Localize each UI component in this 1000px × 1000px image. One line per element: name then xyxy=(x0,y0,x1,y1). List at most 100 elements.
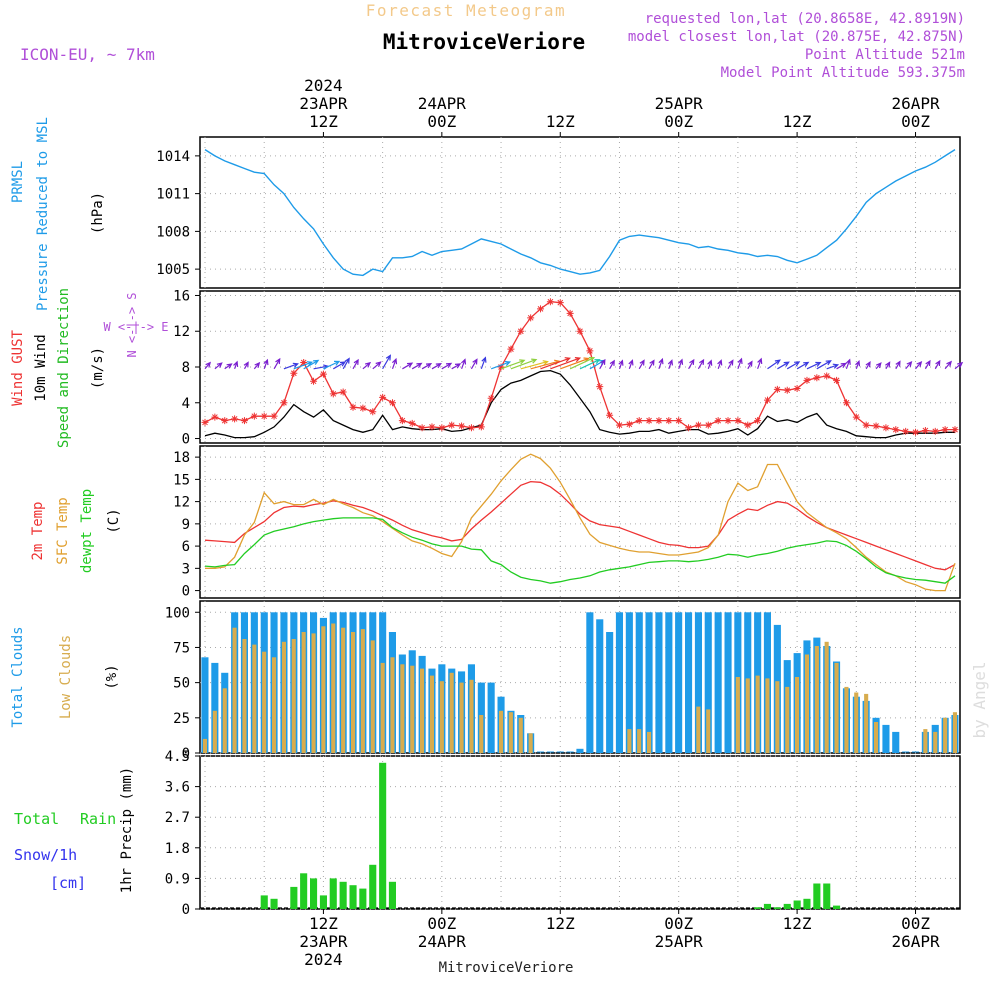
wind-gust-point xyxy=(319,370,327,378)
wind-gust-point xyxy=(655,417,663,425)
bottom-time-label: 2024 xyxy=(304,950,343,969)
wind-gust-point xyxy=(527,314,535,322)
top-time-label: 23APR xyxy=(299,94,348,113)
low-cloud-bar xyxy=(696,706,701,753)
wind-gust-point xyxy=(635,417,643,425)
clouds-ytick-label: 75 xyxy=(173,640,190,656)
wind-direction-arrow xyxy=(332,361,347,370)
wind-speed-line xyxy=(204,369,955,439)
bottom-time-label: 00Z xyxy=(901,914,930,933)
wind-gust-point xyxy=(921,426,929,434)
wind-gust-point xyxy=(872,422,880,430)
temperature-ytick-label: 0 xyxy=(182,584,190,600)
low-cloud-bar xyxy=(212,710,217,753)
wind-gust-point xyxy=(764,396,771,404)
sfc-temp-label: SFC Temp xyxy=(55,497,71,564)
wind-gust-point xyxy=(862,421,870,429)
temperature-ytick-label: 15 xyxy=(173,472,190,488)
precipitation-ytick-label: 0 xyxy=(182,902,190,918)
wind-gust-point xyxy=(833,376,841,384)
wind-direction-arrow xyxy=(569,357,596,370)
wind-direction-arrow xyxy=(283,362,299,370)
top-time-label: 12Z xyxy=(309,112,338,131)
low-cloud-bar xyxy=(518,717,523,753)
rain-bar xyxy=(290,886,298,909)
precipitation-panel: 0 0.9 1.8 2.7 3.6 4.5 xyxy=(165,749,961,918)
temperature-ytick-label: 3 xyxy=(182,561,190,577)
bottom-time-label: 26APR xyxy=(891,932,940,951)
low-cloud-bar xyxy=(499,710,504,753)
temp-sfc-line xyxy=(205,453,956,592)
low-cloud-bar xyxy=(755,675,760,753)
wind-ytick-label: 8 xyxy=(182,360,190,376)
precipitation-ytick-label: 1.8 xyxy=(165,841,190,857)
bottom-time-label: 23APR xyxy=(299,932,348,951)
compass-we: W <-|-> E xyxy=(103,320,168,334)
wind-gust-point xyxy=(951,426,959,434)
wind-gust-point xyxy=(852,413,860,421)
wind-direction-arrow xyxy=(836,362,847,370)
wind-ytick-label: 4 xyxy=(182,396,190,412)
wind-gust-point xyxy=(260,412,268,420)
wind-direction-arrow xyxy=(697,358,705,370)
wind-direction-arrow xyxy=(550,357,582,370)
low-cloud-bar xyxy=(479,715,484,753)
wind-direction-arrow xyxy=(431,363,443,370)
low-cloud-bar xyxy=(824,641,829,753)
total-cloud-bar xyxy=(625,612,633,753)
wind-gust-point xyxy=(389,399,396,407)
top-time-label: 12Z xyxy=(546,112,575,131)
low-cloud-bar xyxy=(943,717,948,753)
wind-direction-arrow xyxy=(777,361,790,370)
wind-gust-point xyxy=(211,413,219,421)
low-cloud-bar xyxy=(351,632,356,753)
precipitation-ytick-label: 0.9 xyxy=(165,871,190,887)
wind-direction-arrow xyxy=(757,357,763,370)
wind-direction-arrow xyxy=(717,359,723,370)
chart-subtitle: Forecast Meteogram xyxy=(366,1,566,20)
low-clouds-label: Low Clouds xyxy=(58,635,74,719)
temperature-ytick-label: 18 xyxy=(173,450,190,466)
top-time-label: 2024 xyxy=(304,76,343,95)
wind-direction-arrow xyxy=(905,360,913,370)
bottom-time-label: 12Z xyxy=(546,914,575,933)
wind-direction-arrow xyxy=(204,361,211,370)
pressure-panel: 1005 1008 1011 1014 xyxy=(156,136,961,289)
wind-gust-point xyxy=(546,298,554,306)
wind-gust-point xyxy=(744,421,752,429)
closest-coords: model closest lon,lat (20.875E, 42.875N) xyxy=(628,29,965,45)
low-cloud-bar xyxy=(765,678,770,753)
rain-bar xyxy=(833,905,841,909)
wind-direction-arrow xyxy=(628,359,634,370)
wind-direction-arrow xyxy=(470,358,478,370)
wind-gust-point xyxy=(369,408,377,416)
low-cloud-bar xyxy=(380,662,385,753)
total-cloud-bar xyxy=(586,612,594,753)
low-cloud-bar xyxy=(775,681,780,753)
total-cloud-bar xyxy=(704,612,712,753)
low-cloud-bar xyxy=(410,665,415,753)
wind-direction-arrow xyxy=(372,361,382,370)
cloud-unit: (%) xyxy=(104,664,120,689)
wind-direction-arrow xyxy=(618,359,624,370)
wind-direction-arrow xyxy=(707,359,713,370)
wind-gust-point xyxy=(892,426,900,434)
low-cloud-bar xyxy=(508,712,513,753)
pressure-line xyxy=(204,149,956,277)
rain-bar xyxy=(349,885,357,909)
low-cloud-bar xyxy=(202,738,207,753)
rain-bar xyxy=(754,907,762,909)
total-cloud-bar xyxy=(724,612,732,753)
wind-direction-arrow xyxy=(323,360,341,370)
wind-gust-point xyxy=(379,393,387,401)
low-cloud-bar xyxy=(281,641,286,753)
low-cloud-bar xyxy=(272,657,277,753)
low-cloud-bar xyxy=(637,729,642,753)
wind-direction-arrow xyxy=(934,359,941,370)
low-cloud-bar xyxy=(933,731,938,753)
low-cloud-bar xyxy=(795,677,800,753)
pressure-ytick-label: 1008 xyxy=(156,224,190,240)
snow-unit-label: [cm] xyxy=(50,874,86,892)
wind-direction-arrow xyxy=(579,359,601,370)
